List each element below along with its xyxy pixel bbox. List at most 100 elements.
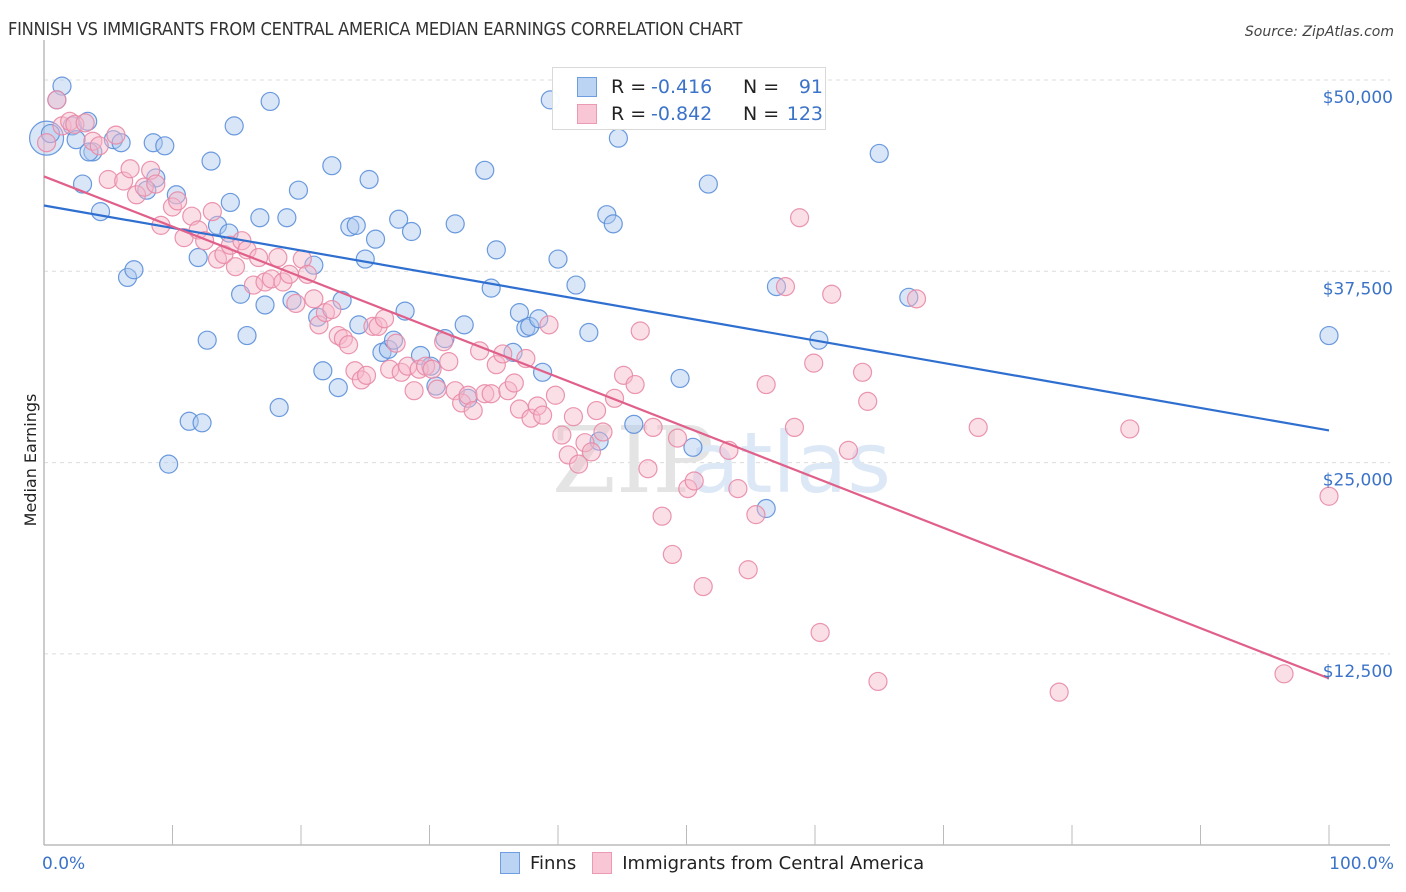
immigrants-point — [868, 671, 888, 692]
legend-row-immigrants: R = -0.842 N = 123 — [577, 102, 823, 126]
immigrants-point — [386, 333, 406, 353]
finns-point — [220, 192, 240, 213]
immigrants-point — [338, 335, 359, 355]
n-value: 91 — [798, 76, 823, 98]
finns-point — [389, 209, 409, 229]
finns-point — [355, 249, 375, 269]
immigrants-point — [630, 321, 650, 341]
immigrants-point — [968, 417, 988, 438]
finns-point — [79, 142, 99, 162]
immigrants-swatch — [592, 852, 613, 874]
finns-point — [117, 267, 138, 288]
immigrants-point — [539, 315, 559, 335]
tick-labels: $12,500 $25,000 $37,500 $50,000 0.0% 100.0% — [42, 88, 1394, 874]
finns-point — [698, 174, 718, 194]
y-tick-label: $25,000 — [1323, 471, 1393, 491]
y-tick-label: $50,000 — [1323, 88, 1393, 108]
immigrants-point — [273, 272, 293, 292]
immigrants-point — [404, 381, 424, 401]
immigrants-point — [363, 316, 383, 336]
finns-point — [201, 151, 221, 171]
immigrants-point — [452, 393, 472, 413]
watermark: ZIP atlas — [552, 407, 891, 514]
immigrants-point — [638, 459, 658, 479]
finns-point — [383, 330, 404, 350]
finns-trend-line — [43, 204, 1330, 432]
immigrants-point — [65, 114, 85, 134]
immigrants-point — [322, 299, 342, 320]
immigrants-point — [106, 125, 126, 145]
r-value: -0.842 — [651, 103, 713, 125]
immigrants-point — [168, 191, 188, 211]
y-tick-label: $12,500 — [1323, 662, 1393, 682]
immigrants-point — [89, 136, 109, 156]
finns-point — [401, 221, 422, 242]
immigrants-point — [527, 396, 548, 416]
finns-point — [869, 143, 889, 164]
r-label: R = — [611, 76, 647, 98]
legend-row-finns: R = -0.416 N = 91 — [577, 75, 823, 99]
finns-point — [378, 339, 398, 359]
immigrants-point — [268, 247, 288, 268]
immigrants-point — [810, 622, 830, 643]
immigrants-point — [309, 315, 329, 335]
trend-lines — [43, 175, 1330, 680]
finns-point — [579, 322, 599, 343]
immigrants-point — [356, 365, 377, 385]
immigrants-point — [552, 425, 572, 445]
y-axis-title: Median Earnings — [21, 394, 40, 527]
immigrants-point — [146, 174, 166, 194]
finns-points — [28, 76, 1339, 519]
finns-point — [90, 202, 111, 222]
immigrants-point — [333, 329, 354, 349]
immigrants-point — [463, 400, 483, 421]
finns-point — [899, 287, 919, 307]
immigrants-point — [1120, 419, 1140, 439]
immigrants-point — [445, 381, 465, 401]
legend-item-immigrants[interactable]: Immigrants from Central America — [592, 852, 924, 874]
immigrants-point — [738, 560, 758, 580]
immigrants-point — [852, 362, 873, 382]
immigrants-point — [775, 277, 796, 297]
finns-point — [670, 368, 690, 389]
immigrants-point — [643, 417, 663, 438]
watermark-zip: ZIP — [552, 407, 714, 514]
chart-title: FINNISH VS IMMIGRANTS FROM CENTRAL AMERI… — [8, 20, 743, 40]
immigrants-point — [422, 359, 442, 379]
finns-point — [313, 361, 333, 381]
finns-point — [288, 180, 309, 200]
immigrants-point — [261, 269, 282, 289]
gridlines — [44, 79, 1390, 655]
finns-point — [349, 315, 369, 335]
immigrants-point — [286, 293, 306, 314]
immigrants-point — [1049, 682, 1069, 702]
immigrants-point — [563, 407, 584, 427]
finns-point — [529, 309, 549, 329]
finns-point — [454, 315, 474, 335]
immigrants-point — [728, 479, 748, 499]
n-label: N = — [743, 103, 780, 125]
finns-point — [155, 136, 175, 156]
finns-point — [192, 413, 212, 433]
n-label: N = — [743, 76, 780, 98]
finns-point — [346, 215, 366, 235]
finns-point — [224, 116, 244, 136]
y-tick-label: $37,500 — [1323, 279, 1393, 299]
immigrants-point — [60, 111, 80, 131]
immigrants-point — [458, 385, 478, 405]
immigrants-points — [36, 90, 1339, 702]
immigrants-point — [120, 159, 140, 179]
finns-point — [322, 156, 342, 176]
finns-point — [197, 330, 217, 350]
finns-point — [166, 185, 186, 205]
immigrants-point — [427, 379, 447, 399]
finns-point — [475, 160, 495, 180]
legend-label-immigrants: Immigrants from Central America — [622, 852, 925, 874]
finns-point — [269, 397, 289, 418]
legend-item-finns[interactable]: Finns — [500, 852, 576, 874]
immigrants-point — [297, 264, 318, 284]
immigrants-point — [162, 197, 183, 217]
immigrants-point — [304, 289, 324, 309]
source-label: Source: ZipAtlas.com — [1244, 24, 1394, 40]
